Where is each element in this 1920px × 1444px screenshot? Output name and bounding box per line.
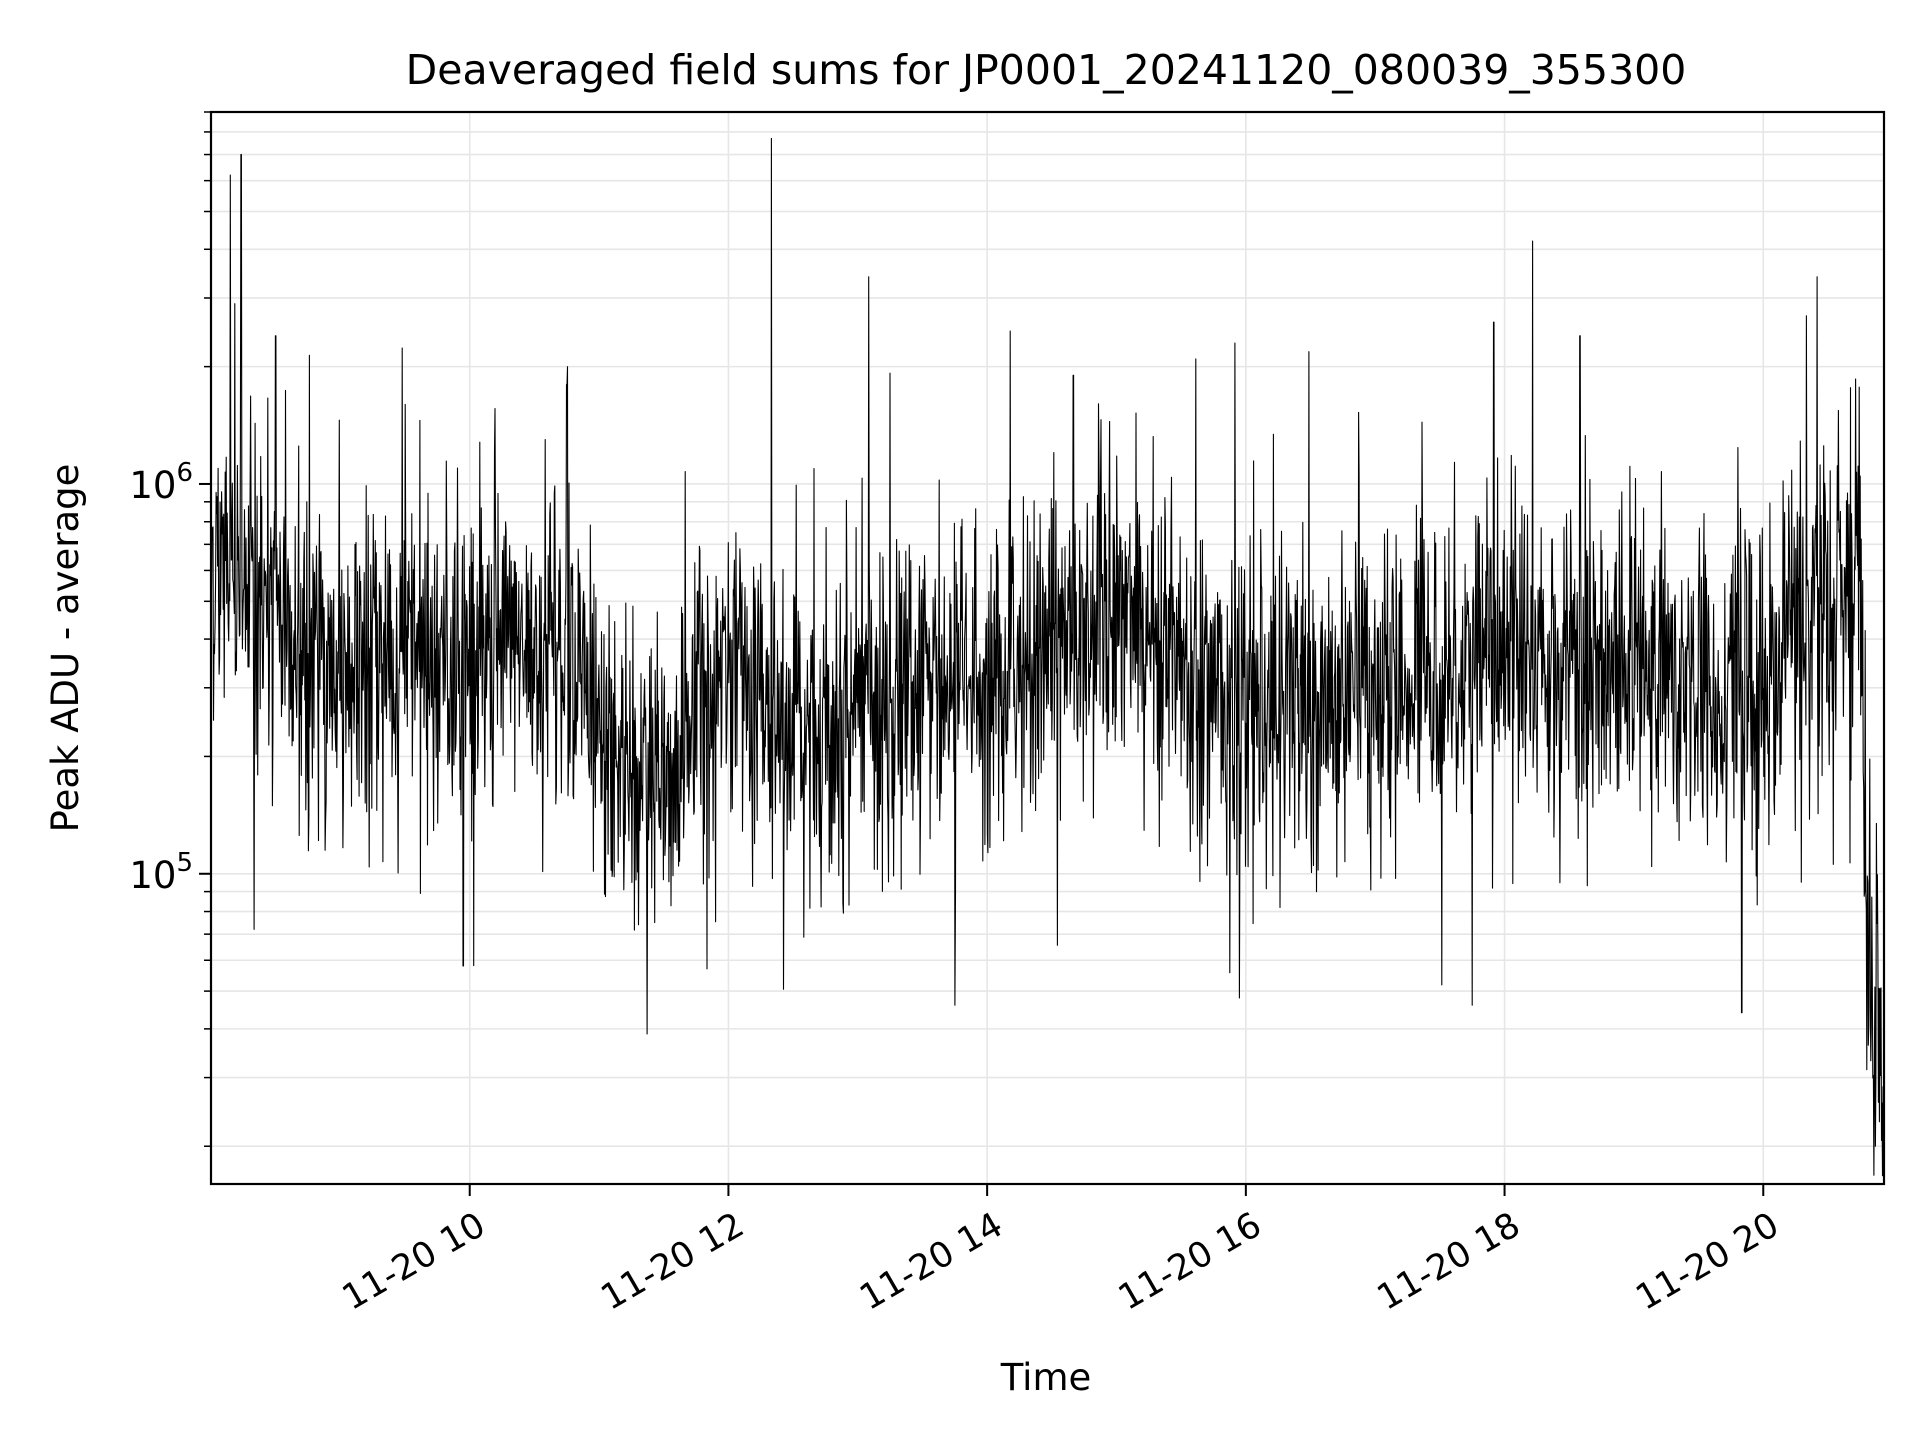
data-line — [210, 137, 1885, 1177]
y-axis: 105 106 — [129, 111, 211, 1147]
series-layer — [210, 137, 1885, 1177]
y-tick-label: 105 — [129, 848, 193, 897]
x-axis-label: Time — [1000, 1356, 1092, 1399]
chart-title: Deaveraged field sums for JP0001_2024112… — [406, 46, 1687, 94]
plot-area-frame — [209, 110, 1886, 1186]
y-axis-label: Peak ADU - average — [44, 464, 87, 833]
y-tick-label: 106 — [129, 458, 193, 507]
